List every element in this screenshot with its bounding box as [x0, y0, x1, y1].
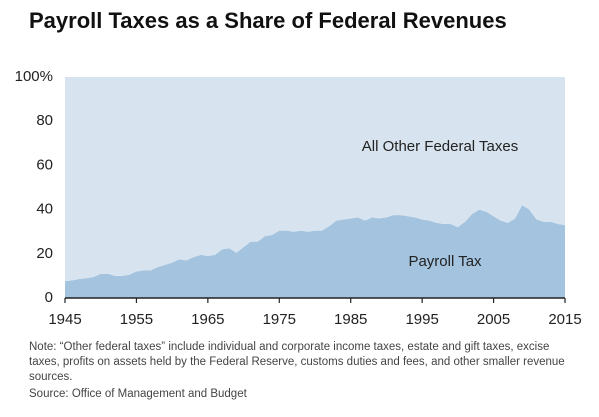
y-tick-label: 100%: [15, 68, 53, 85]
x-tick-label: 1965: [191, 311, 224, 328]
x-tick-label: 1975: [263, 311, 296, 328]
x-tick-label: 1945: [48, 311, 81, 328]
note: Note: “Other federal taxes” include indi…: [29, 341, 565, 383]
x-tick-label: 1985: [334, 311, 367, 328]
x-tick-label: 1955: [120, 311, 153, 328]
area: [65, 77, 565, 282]
area: [65, 205, 565, 298]
y-tick-label: 0: [45, 289, 53, 306]
chart-title: Payroll Taxes as a Share of Federal Reve…: [29, 8, 507, 33]
y-tick-label: 20: [36, 245, 53, 262]
chart: Payroll Taxes as a Share of Federal Reve…: [15, 8, 582, 328]
y-tick-label: 60: [36, 156, 53, 173]
x-tick-label: 1995: [405, 311, 438, 328]
x-tick-label: 2005: [477, 311, 510, 328]
y-tick-label: 40: [36, 201, 53, 218]
y-tick-label: 80: [36, 112, 53, 129]
area-label: All Other Federal Taxes: [362, 138, 518, 155]
x-tick-label: 2015: [548, 311, 581, 328]
area-label: Payroll Tax: [408, 253, 482, 270]
source: Source: Office of Management and Budget: [29, 388, 247, 400]
